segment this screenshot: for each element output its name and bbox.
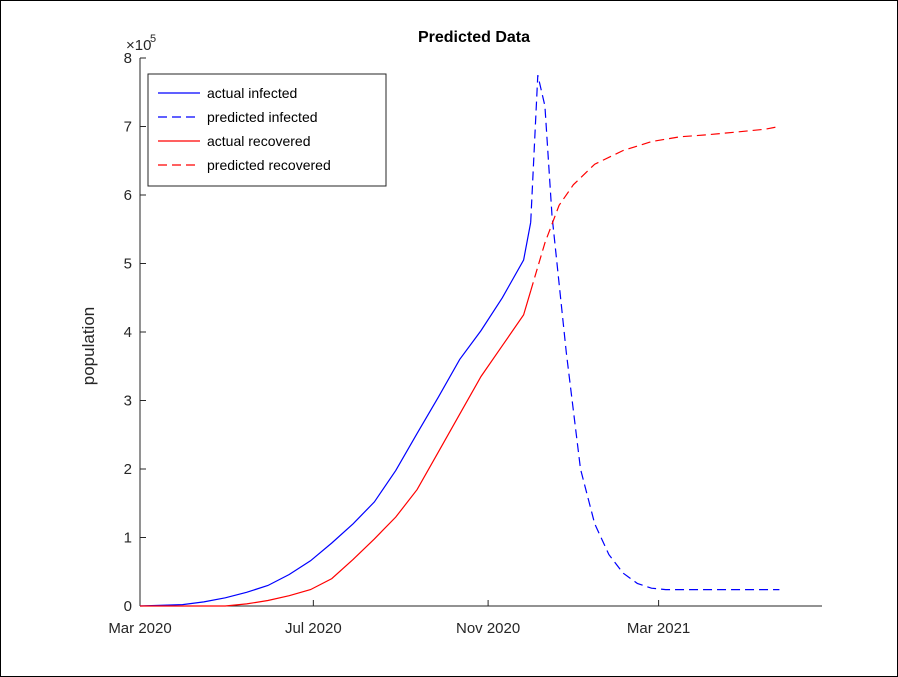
y-tick-label: 3 <box>124 393 132 410</box>
series-line-predicted-recovered <box>530 125 780 292</box>
y-exponent-power: 5 <box>150 33 156 45</box>
chart-title: Predicted Data <box>418 29 530 46</box>
y-tick-label: 6 <box>124 187 132 204</box>
x-tick-label: Mar 2020 <box>108 620 171 637</box>
legend[interactable]: actual infected predicted infected actual … <box>147 73 387 187</box>
x-tick-label: Jul 2020 <box>285 620 342 637</box>
y-tick-label: 7 <box>124 119 132 136</box>
legend-box <box>147 73 387 187</box>
y-tick-label: 4 <box>124 324 132 341</box>
y-tick-label: 2 <box>124 461 132 478</box>
plot-series <box>139 74 780 607</box>
legend-entry-label: predicted infected <box>207 109 318 125</box>
series-line-actual-infected <box>139 222 532 607</box>
x-tick-label: Mar 2021 <box>627 620 690 637</box>
y-tick-label: 1 <box>124 530 132 547</box>
plot-axes: 0 1 2 3 4 5 6 7 8 Mar 2020 Jul 2020 Nov 2020 Mar 202… <box>108 50 822 637</box>
x-tick-label: Nov 2020 <box>456 620 520 637</box>
y-tick-label: 0 <box>124 598 132 615</box>
y-exponent: ×10 5 <box>126 33 156 54</box>
series-line-actual-recovered <box>140 290 532 607</box>
legend-entry-label: actual infected <box>207 85 297 101</box>
legend-entry-label: actual recovered <box>207 133 311 149</box>
legend-entry-label: predicted recovered <box>207 157 331 173</box>
series-line-predicted-infected <box>530 74 780 591</box>
y-exponent-base: ×10 <box>126 37 151 54</box>
y-tick-label: 8 <box>124 50 132 67</box>
y-axis-label: population <box>79 307 98 385</box>
y-tick-label: 5 <box>124 256 132 273</box>
